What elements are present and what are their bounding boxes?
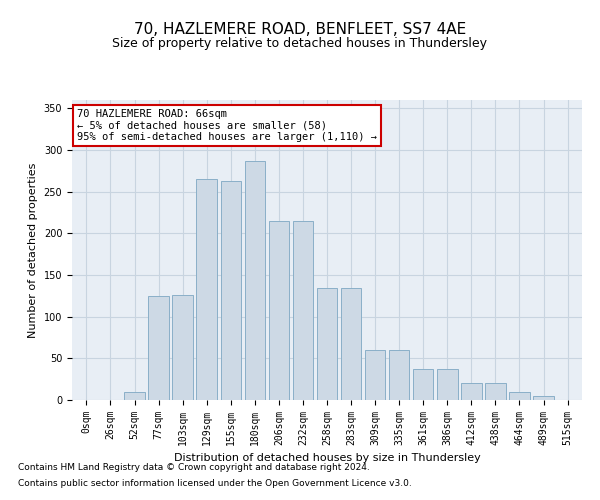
Bar xyxy=(245,161,265,400)
Bar xyxy=(485,384,506,400)
Text: Contains HM Land Registry data © Crown copyright and database right 2024.: Contains HM Land Registry data © Crown c… xyxy=(18,464,370,472)
Bar xyxy=(365,350,385,400)
Text: 70, HAZLEMERE ROAD, BENFLEET, SS7 4AE: 70, HAZLEMERE ROAD, BENFLEET, SS7 4AE xyxy=(134,22,466,38)
Bar xyxy=(461,384,482,400)
Bar xyxy=(413,369,433,400)
Text: Contains public sector information licensed under the Open Government Licence v3: Contains public sector information licen… xyxy=(18,478,412,488)
Bar xyxy=(293,221,313,400)
X-axis label: Distribution of detached houses by size in Thundersley: Distribution of detached houses by size … xyxy=(173,454,481,464)
Text: 70 HAZLEMERE ROAD: 66sqm
← 5% of detached houses are smaller (58)
95% of semi-de: 70 HAZLEMERE ROAD: 66sqm ← 5% of detache… xyxy=(77,109,377,142)
Bar xyxy=(317,288,337,400)
Y-axis label: Number of detached properties: Number of detached properties xyxy=(28,162,38,338)
Bar xyxy=(341,288,361,400)
Bar xyxy=(509,392,530,400)
Bar xyxy=(124,392,145,400)
Bar xyxy=(389,350,409,400)
Bar xyxy=(148,296,169,400)
Bar xyxy=(196,179,217,400)
Bar xyxy=(269,221,289,400)
Bar xyxy=(437,369,458,400)
Bar xyxy=(221,181,241,400)
Bar xyxy=(172,295,193,400)
Text: Size of property relative to detached houses in Thundersley: Size of property relative to detached ho… xyxy=(113,38,487,51)
Bar xyxy=(533,396,554,400)
